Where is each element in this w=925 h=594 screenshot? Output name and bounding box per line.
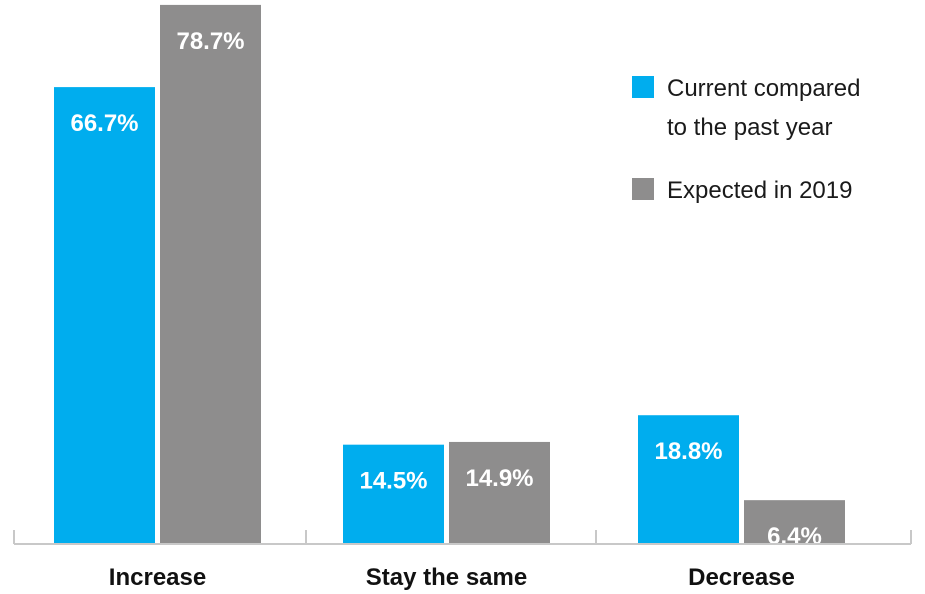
legend-label: Expected in 2019 xyxy=(667,177,852,204)
bar-decrease-series-2 xyxy=(744,500,845,544)
bar-increase-series-1 xyxy=(54,87,155,544)
data-label: 14.5% xyxy=(359,468,427,495)
legend: Current compared to the past year Expected… xyxy=(632,75,860,204)
legend-swatch xyxy=(632,76,654,98)
bar-increase-series-2 xyxy=(160,4,261,544)
x-axis: Increase Stay the same Decrease xyxy=(13,530,912,591)
legend-label: Current compared xyxy=(667,75,860,102)
category-label: Stay the same xyxy=(366,564,527,591)
data-label: 18.8% xyxy=(654,438,722,465)
data-label: 66.7% xyxy=(70,110,138,137)
legend-swatch xyxy=(632,178,654,200)
bar-decrease-series-1 xyxy=(638,415,739,544)
category-label: Decrease xyxy=(688,564,795,591)
bars-layer: 66.7% 78.7% 14.5% 14.9% 18.8% 6.4% xyxy=(54,4,845,550)
bar-stay-the-same-series-1 xyxy=(343,444,444,544)
bar-stay-the-same-series-2 xyxy=(449,441,550,544)
data-label: 78.7% xyxy=(176,28,244,55)
data-label: 6.4% xyxy=(767,523,822,550)
category-label: Increase xyxy=(109,564,206,591)
legend-label: to the past year xyxy=(667,114,832,141)
data-label: 14.9% xyxy=(465,465,533,492)
